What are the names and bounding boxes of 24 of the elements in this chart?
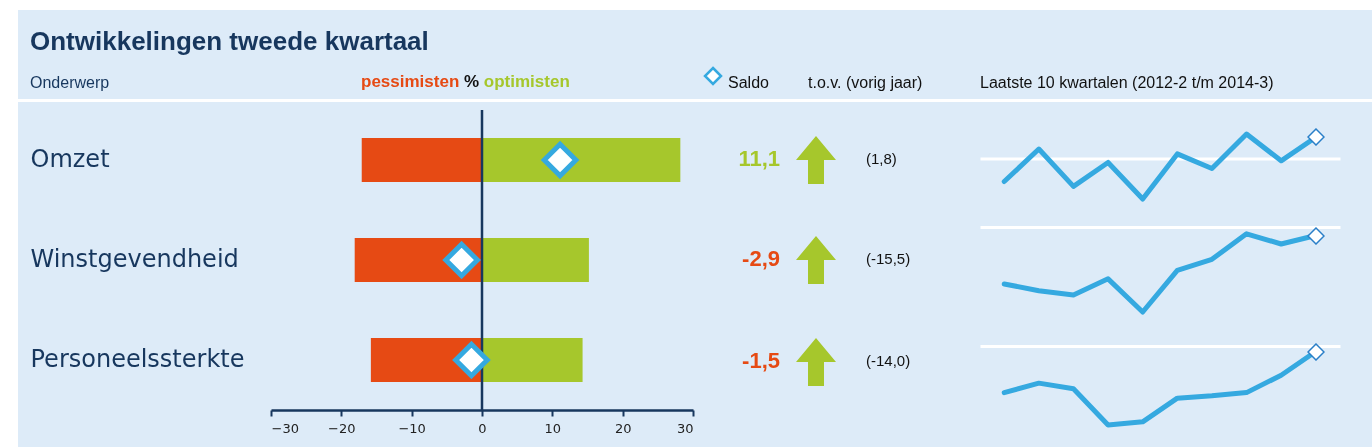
x-tick-label: −10 <box>398 420 426 436</box>
text: t.o.v. (vorig jaar) <box>808 74 923 92</box>
x-tick-label: 30 <box>676 420 694 436</box>
data-label: 11,1 <box>737 146 780 172</box>
text: (-15,5) <box>866 250 911 267</box>
data-label: -1,5 <box>741 348 780 374</box>
x-tick-label: −30 <box>271 420 299 436</box>
data-label: -2,9 <box>741 246 780 272</box>
y-tick-label: Personeelssterkte <box>30 345 245 373</box>
text: (1,8) <box>866 150 897 167</box>
text: (-14,0) <box>866 352 911 369</box>
x-tick-label: 0 <box>478 420 487 436</box>
y-tick-label: Omzet <box>30 145 110 173</box>
x-tick-label: 10 <box>544 420 562 436</box>
y-axis-title: Onderwerp <box>30 74 110 92</box>
chart-title: Ontwikkelingen tweede kwartaal <box>30 26 429 57</box>
y-tick-label: Winstgevendheid <box>30 245 239 273</box>
legend-label: Saldo <box>728 74 769 92</box>
x-axis-title: % <box>463 72 481 91</box>
chart-title: Laatste 10 kwartalen (2012-2 t/m 2014-3) <box>980 74 1274 92</box>
x-tick-label: 20 <box>614 420 632 436</box>
x-tick-label: −20 <box>328 420 356 436</box>
text: optimisten <box>483 72 570 91</box>
text: pessimisten <box>361 72 460 91</box>
